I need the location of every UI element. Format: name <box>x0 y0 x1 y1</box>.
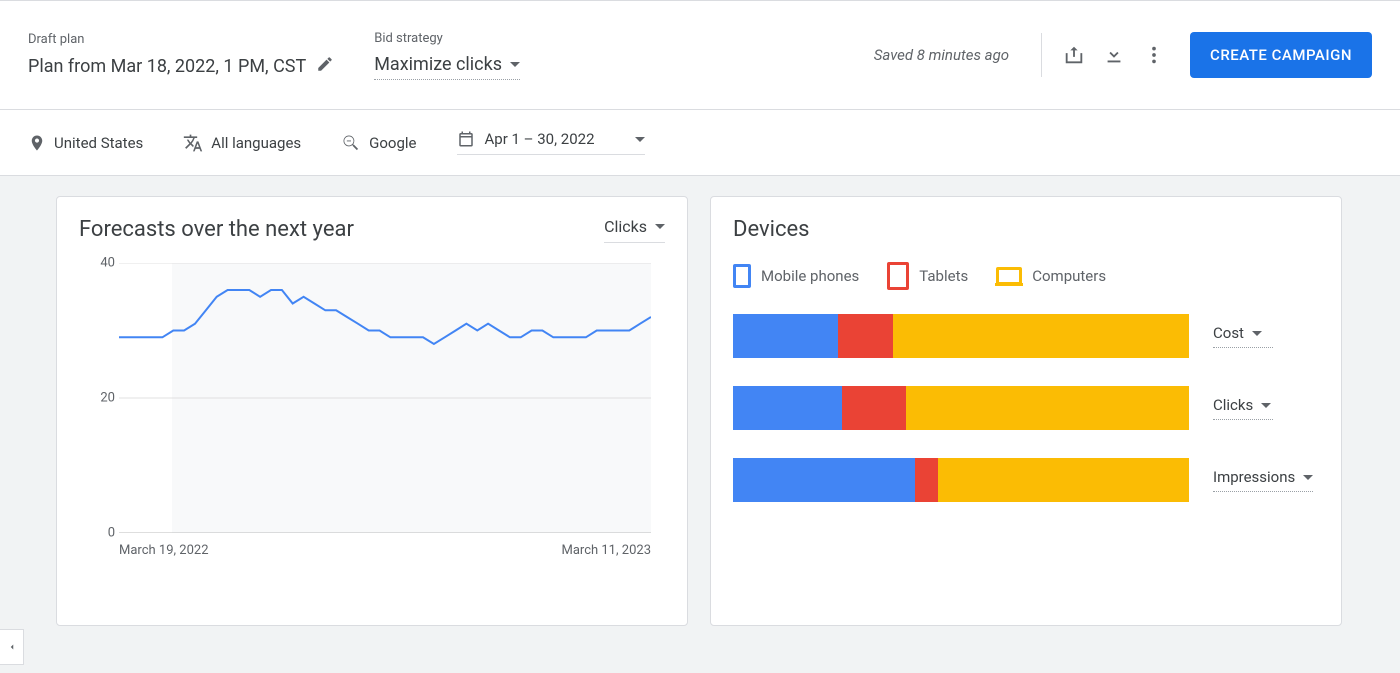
filter-bar: United States All languages Google Apr 1… <box>0 110 1400 176</box>
mobile-icon <box>733 264 751 288</box>
forecast-chart: 02040 March 19, 2022 March 11, 2023 <box>91 263 651 563</box>
bid-strategy-block: Bid strategy Maximize clicks <box>374 31 520 80</box>
edit-plan-name-icon[interactable] <box>316 55 334 78</box>
legend-computer-label: Computers <box>1032 267 1106 285</box>
computer-icon <box>996 267 1022 285</box>
language-value: All languages <box>211 134 301 152</box>
chevron-down-icon <box>1252 331 1262 336</box>
chevron-down-icon <box>510 62 520 67</box>
stacked-bar <box>733 386 1189 430</box>
devices-card: Devices Mobile phones Tablets Computers … <box>710 196 1342 626</box>
device-bars: Cost Clicks Impressions <box>733 314 1319 502</box>
language-filter[interactable]: All languages <box>183 133 301 153</box>
create-campaign-button[interactable]: CREATE CAMPAIGN <box>1190 32 1372 78</box>
devices-title: Devices <box>733 217 810 242</box>
bar-segment-tablet <box>838 314 893 358</box>
bar-segment-computer <box>938 458 1189 502</box>
legend-mobile: Mobile phones <box>733 264 859 288</box>
save-status: Saved 8 minutes ago <box>874 46 1009 64</box>
collapse-panel-tab[interactable] <box>0 629 24 665</box>
date-range-picker[interactable]: Apr 1 – 30, 2022 <box>457 130 645 155</box>
forecast-metric-value: Clicks <box>604 217 647 236</box>
chart-x-axis: March 19, 2022 March 11, 2023 <box>119 543 651 563</box>
content-area: Forecasts over the next year Clicks 0204… <box>0 176 1400 646</box>
network-filter[interactable]: Google <box>341 133 416 153</box>
bar-segment-computer <box>906 386 1189 430</box>
device-row: Impressions <box>733 458 1319 502</box>
location-filter[interactable]: United States <box>28 134 143 152</box>
date-range-value: Apr 1 – 30, 2022 <box>485 130 595 148</box>
device-metric-dropdown[interactable]: Cost <box>1213 324 1273 348</box>
bid-strategy-value: Maximize clicks <box>374 54 502 75</box>
x-axis-start: March 19, 2022 <box>119 543 209 558</box>
legend-tablet-label: Tablets <box>919 267 968 285</box>
chevron-down-icon <box>1261 403 1271 408</box>
devices-legend: Mobile phones Tablets Computers <box>733 262 1319 290</box>
bar-segment-computer <box>893 314 1189 358</box>
bar-segment-mobile <box>733 314 838 358</box>
device-metric-label: Impressions <box>1213 468 1295 486</box>
bar-segment-mobile <box>733 386 842 430</box>
forecast-title: Forecasts over the next year <box>79 217 354 242</box>
tablet-icon <box>887 262 909 290</box>
download-button[interactable] <box>1094 35 1134 75</box>
chart-plot <box>119 263 651 533</box>
chevron-down-icon <box>635 137 645 142</box>
plan-name-row[interactable]: Plan from Mar 18, 2022, 1 PM, CST <box>28 55 334 78</box>
share-button[interactable] <box>1054 35 1094 75</box>
draft-plan-label: Draft plan <box>28 32 334 47</box>
bar-segment-mobile <box>733 458 915 502</box>
legend-tablet: Tablets <box>887 262 968 290</box>
bar-segment-tablet <box>842 386 906 430</box>
divider <box>1041 33 1042 77</box>
device-row: Cost <box>733 314 1319 358</box>
device-row: Clicks <box>733 386 1319 430</box>
legend-computer: Computers <box>996 267 1106 285</box>
location-value: United States <box>54 134 143 152</box>
bid-strategy-dropdown[interactable]: Maximize clicks <box>374 54 520 80</box>
stacked-bar <box>733 314 1189 358</box>
device-metric-dropdown[interactable]: Clicks <box>1213 396 1273 420</box>
stacked-bar <box>733 458 1189 502</box>
plan-name: Plan from Mar 18, 2022, 1 PM, CST <box>28 56 306 77</box>
legend-mobile-label: Mobile phones <box>761 267 859 285</box>
bid-strategy-label: Bid strategy <box>374 31 520 46</box>
device-metric-label: Clicks <box>1213 396 1253 414</box>
more-menu-button[interactable] <box>1134 35 1174 75</box>
bar-segment-tablet <box>915 458 938 502</box>
x-axis-end: March 11, 2023 <box>561 543 651 558</box>
forecast-card: Forecasts over the next year Clicks 0204… <box>56 196 688 626</box>
device-metric-dropdown[interactable]: Impressions <box>1213 468 1313 492</box>
network-value: Google <box>369 134 416 152</box>
plan-name-block: Draft plan Plan from Mar 18, 2022, 1 PM,… <box>28 32 334 78</box>
chevron-down-icon <box>1303 475 1313 480</box>
planner-header: Draft plan Plan from Mar 18, 2022, 1 PM,… <box>0 0 1400 110</box>
chart-y-axis: 02040 <box>87 263 115 563</box>
forecast-metric-dropdown[interactable]: Clicks <box>604 217 665 243</box>
device-metric-label: Cost <box>1213 324 1244 342</box>
chevron-down-icon <box>655 224 665 229</box>
